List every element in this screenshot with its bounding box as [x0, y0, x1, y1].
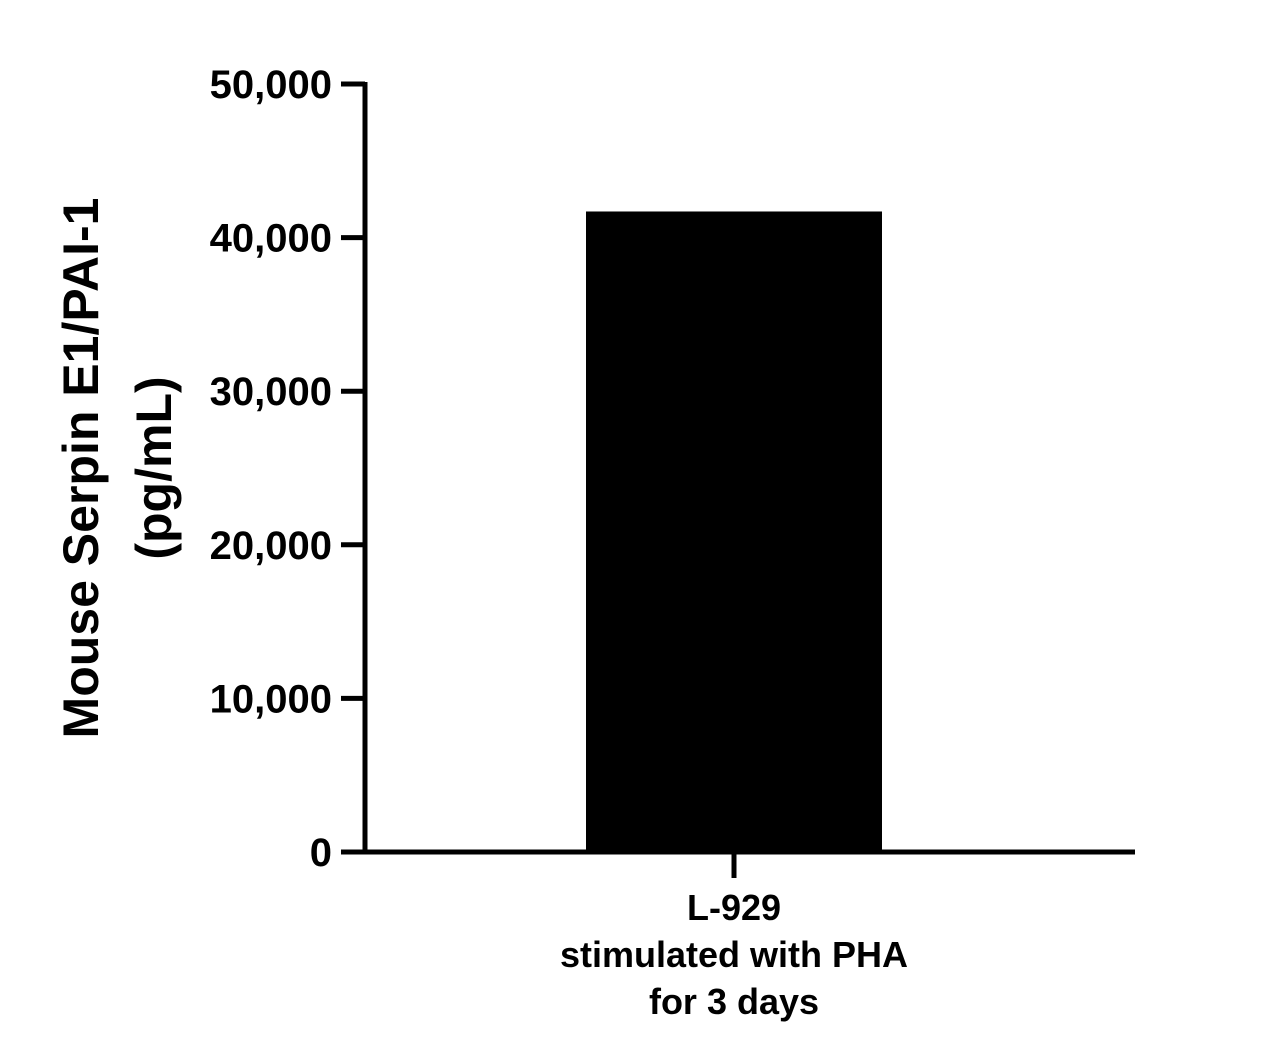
x-tick-label-line: L-929: [687, 887, 781, 928]
bars-layer: [586, 211, 882, 852]
y-axis-title: Mouse Serpin E1/PAI-1 (pg/mL): [53, 198, 182, 739]
y-tick-label: 30,000: [210, 370, 332, 414]
x-tick-label-line: stimulated with PHA: [560, 934, 908, 975]
y-ticks-layer: 0 10,000 20,000 30,000 40,000 50,000: [210, 63, 365, 875]
y-tick-label: 0: [310, 831, 332, 875]
y-tick-label: 50,000: [210, 63, 332, 107]
bar: [586, 211, 882, 852]
x-tick-label-line: for 3 days: [649, 981, 819, 1022]
y-tick-label: 10,000: [210, 677, 332, 721]
y-axis-title-line: (pg/mL): [126, 376, 182, 559]
y-axis-title-line: Mouse Serpin E1/PAI-1: [53, 198, 109, 739]
x-tick-label: L-929 stimulated with PHA for 3 days: [560, 887, 908, 1022]
axes-layer: [362, 82, 1135, 855]
y-tick-label: 20,000: [210, 524, 332, 568]
x-ticks-layer: L-929 stimulated with PHA for 3 days: [560, 852, 908, 1022]
y-tick-label: 40,000: [210, 217, 332, 261]
